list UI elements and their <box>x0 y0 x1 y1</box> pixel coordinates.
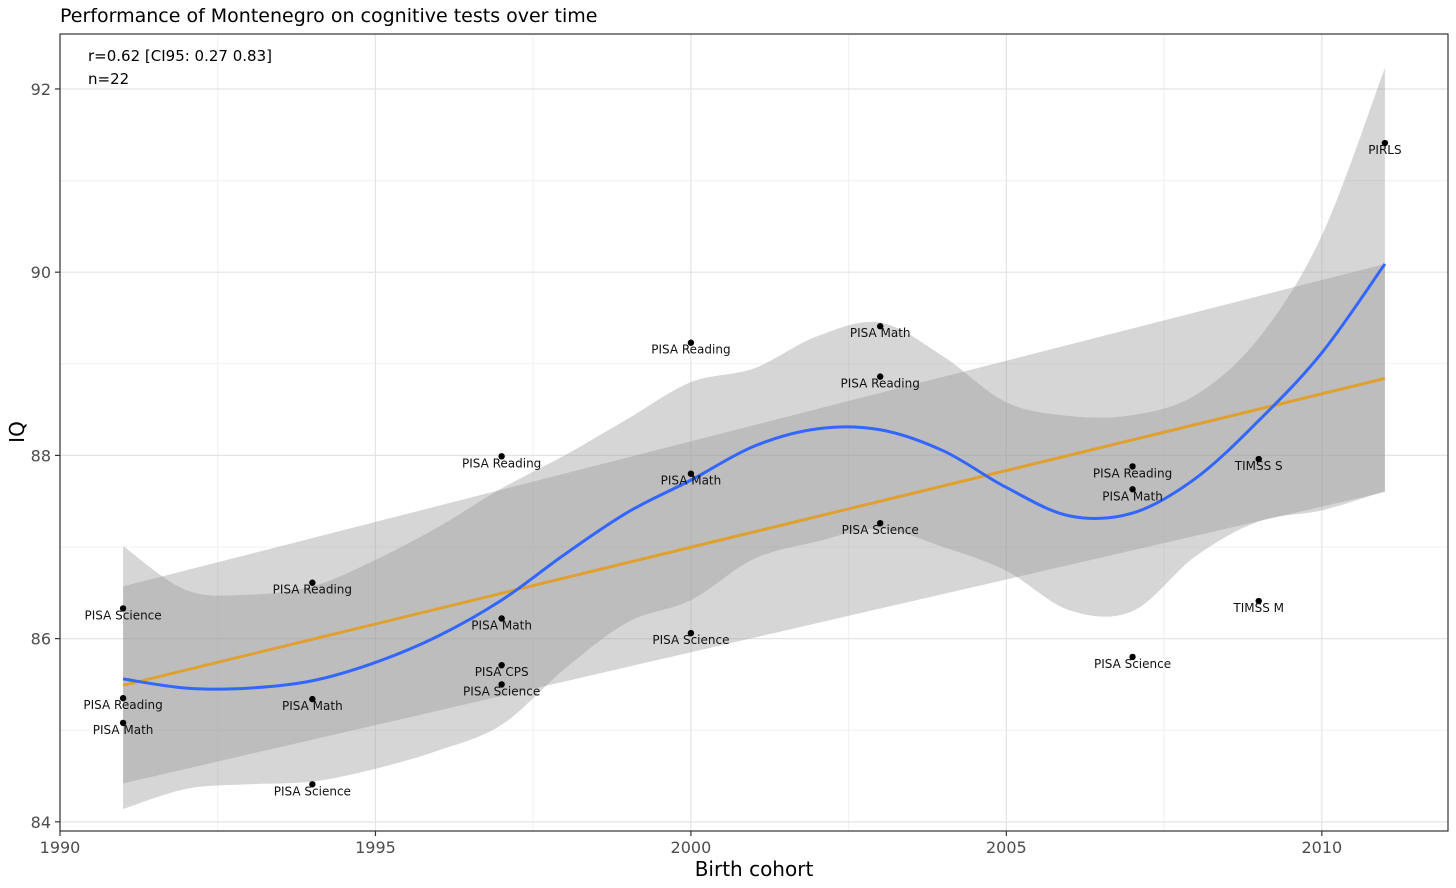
data-point-label: PISA Reading <box>651 343 730 357</box>
y-axis: 84 86 88 90 92 <box>31 80 60 832</box>
grid-minor <box>60 34 1448 831</box>
data-point <box>687 470 695 477</box>
linear-fit-ci-ribbon <box>123 263 1385 784</box>
data-point-label: PISA Science <box>652 633 729 647</box>
data-point-label: PISA Math <box>282 699 343 713</box>
data-point-label: PISA Reading <box>841 377 920 391</box>
data-point-label: PISA Reading <box>1093 466 1172 480</box>
data-point-label: PISA Science <box>1094 657 1171 671</box>
x-tick-label: 2010 <box>1301 838 1342 857</box>
data-point <box>687 339 695 346</box>
data-point <box>498 681 505 688</box>
data-point-label: PISA Math <box>850 326 911 340</box>
data-point-label: PISA Science <box>85 608 162 622</box>
data-point-label: TIMSS M <box>1232 601 1284 615</box>
data-point <box>498 661 505 669</box>
x-tick-label: 1995 <box>355 838 396 857</box>
data-point <box>309 579 316 586</box>
y-tick-label: 92 <box>31 80 51 99</box>
data-points <box>119 139 1389 788</box>
data-point <box>1381 139 1389 147</box>
data-point <box>1129 463 1136 470</box>
data-point-label: PISA Science <box>274 784 351 798</box>
data-point-label: PISA Math <box>1102 489 1163 503</box>
data-point-label: PISA CPS <box>475 665 529 679</box>
data-point <box>876 519 884 527</box>
chart-title: Performance of Montenegro on cognitive t… <box>60 5 597 27</box>
data-point <box>687 629 695 637</box>
data-point <box>876 323 884 330</box>
data-point <box>1255 455 1262 463</box>
data-point-label: PISA Math <box>93 723 154 737</box>
smooth-fit-ci-ribbon <box>123 67 1385 810</box>
data-point <box>1255 597 1262 605</box>
data-point-label: PISA Math <box>471 618 532 632</box>
point-labels: PISA Science PISA Reading PISA Math PISA Re… <box>83 143 1401 798</box>
x-tick-label: 1990 <box>40 838 81 857</box>
correlation-annotation: r=0.62 [CI95: 0.27 0.83] <box>88 47 272 65</box>
data-point-label: PISA Science <box>463 684 540 698</box>
data-point-label: PIRLS <box>1368 143 1401 157</box>
data-point <box>119 605 127 612</box>
y-tick-label: 88 <box>31 446 51 465</box>
y-axis-title: IQ <box>5 421 29 443</box>
y-tick-label: 90 <box>31 263 51 282</box>
data-point <box>1129 653 1136 661</box>
x-tick-label: 2000 <box>671 838 712 857</box>
linear-fit-line <box>122 376 1386 687</box>
x-axis-title: Birth cohort <box>695 857 814 881</box>
data-point-label: PISA Science <box>842 523 919 537</box>
data-point-label: PISA Math <box>661 474 722 488</box>
y-tick-label: 84 <box>31 813 51 832</box>
data-point <box>498 453 505 460</box>
data-point <box>876 373 884 380</box>
data-point-label: PISA Reading <box>273 583 352 597</box>
data-point <box>119 719 127 727</box>
data-point <box>498 615 505 622</box>
data-point-label: PISA Reading <box>462 456 541 470</box>
data-point <box>309 781 316 788</box>
x-tick-label: 2005 <box>986 838 1027 857</box>
data-point-label: TIMSS S <box>1234 459 1283 473</box>
data-point <box>119 694 127 702</box>
plot-background <box>60 34 1448 831</box>
plot-border <box>59 33 1449 832</box>
n-annotation: n=22 <box>88 70 129 88</box>
x-axis: 1990 1995 2000 2005 2010 <box>40 831 1342 857</box>
data-point-label: PISA Reading <box>83 698 162 712</box>
data-point <box>309 695 316 703</box>
smooth-fit-line <box>122 263 1387 691</box>
data-point <box>1129 486 1136 493</box>
y-tick-label: 86 <box>31 630 51 649</box>
